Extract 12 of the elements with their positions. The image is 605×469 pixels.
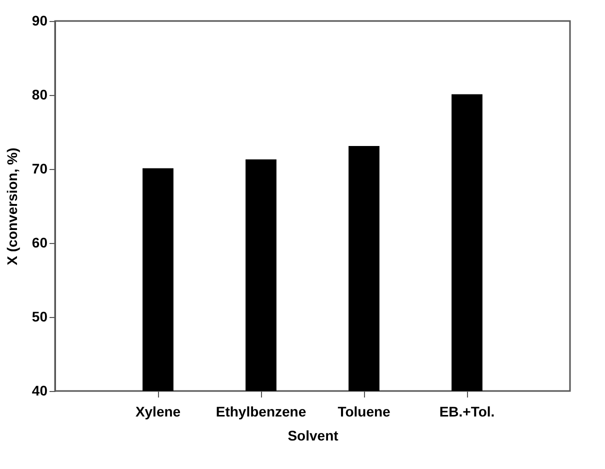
y-tick-label: 40	[32, 382, 48, 398]
x-tick-label: EB.+Tol.	[439, 404, 495, 420]
y-tick-label: 80	[32, 86, 48, 102]
x-tick-label: Xylene	[135, 404, 181, 420]
y-tick-label: 90	[32, 12, 48, 28]
x-tick-label: Ethylbenzene	[216, 404, 306, 420]
x-axis-title: Solvent	[288, 428, 339, 444]
y-axis-title: X (conversion, %)	[4, 148, 20, 266]
y-tick-label: 50	[32, 308, 48, 324]
y-tick-label: 70	[32, 160, 48, 176]
y-tick-label: 60	[32, 234, 48, 250]
x-tick-label: Toluene	[338, 404, 391, 420]
